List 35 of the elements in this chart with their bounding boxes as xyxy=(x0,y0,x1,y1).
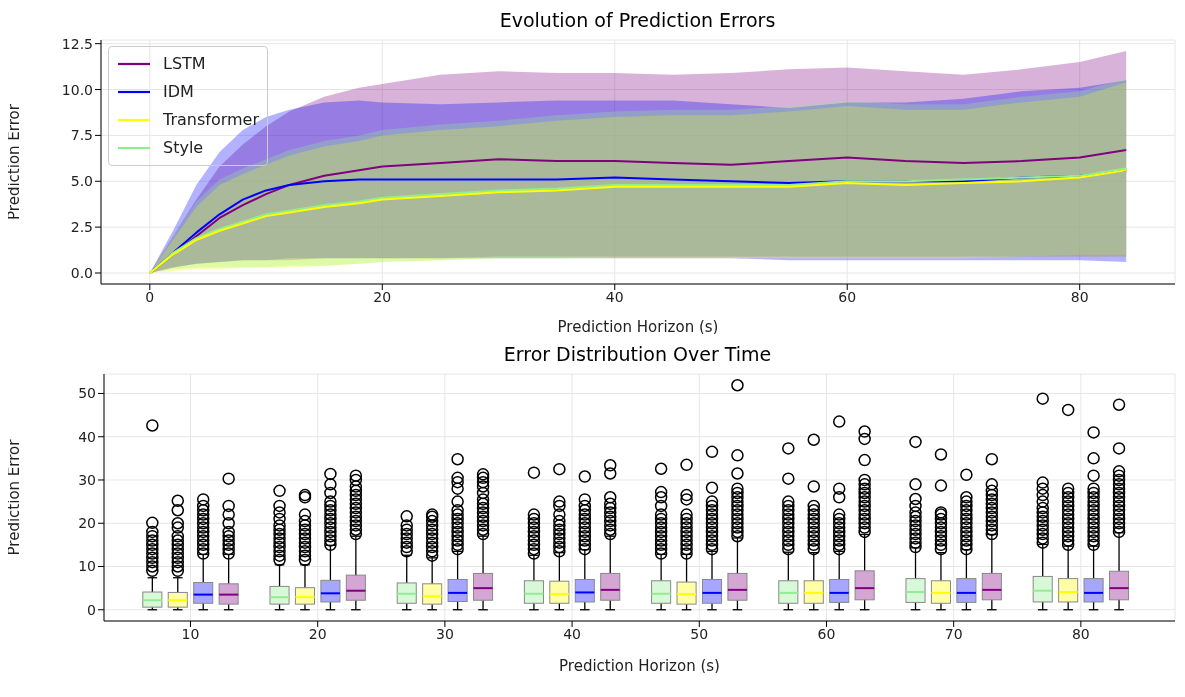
y-tick-label: 0 xyxy=(87,601,96,618)
x-tick-label: 40 xyxy=(563,625,581,642)
y-tick-label: 40 xyxy=(78,428,96,445)
chart-title: Error Distribution Over Time xyxy=(502,342,773,367)
legend-label: Style xyxy=(163,137,204,159)
x-tick-label: 20 xyxy=(373,288,392,305)
y-tick-label: 10.0 xyxy=(61,81,93,98)
y-tick-label: 50 xyxy=(78,385,96,402)
y-tick-label: 2.5 xyxy=(70,219,93,236)
chart-title: Evolution of Prediction Errors xyxy=(498,8,777,33)
x-tick-label: 10 xyxy=(181,625,200,642)
x-tick-label: 50 xyxy=(690,625,709,642)
legend-label: IDM xyxy=(163,81,194,103)
y-tick-label: 10 xyxy=(78,558,96,575)
x-tick-label: 60 xyxy=(838,288,857,305)
y-tick-label: 20 xyxy=(78,515,96,532)
legend-label: LSTM xyxy=(163,53,206,75)
y-tick-label: 0.0 xyxy=(70,264,93,281)
x-tick-label: 30 xyxy=(435,625,454,642)
x-axis-title: Prediction Horizon (s) xyxy=(557,318,719,336)
x-tick-label: 40 xyxy=(605,288,624,305)
x-tick-label: 70 xyxy=(944,625,963,642)
y-tick-label: 30 xyxy=(78,471,96,488)
x-tick-label: 80 xyxy=(1071,625,1090,642)
y-tick-label: 5.0 xyxy=(70,173,93,190)
legend-label: Transformer xyxy=(163,109,260,131)
x-tick-label: 60 xyxy=(817,625,836,642)
x-tick-label: 0 xyxy=(145,288,155,305)
x-tick-label: 80 xyxy=(1070,288,1089,305)
y-axis-title: Prediction Error xyxy=(5,438,24,556)
y-tick-label: 12.5 xyxy=(61,35,93,52)
x-axis-title: Prediction Horizon (s) xyxy=(559,657,720,675)
x-tick-label: 20 xyxy=(308,625,327,642)
y-tick-label: 7.5 xyxy=(70,127,93,144)
y-axis-title: Prediction Error xyxy=(5,103,24,220)
